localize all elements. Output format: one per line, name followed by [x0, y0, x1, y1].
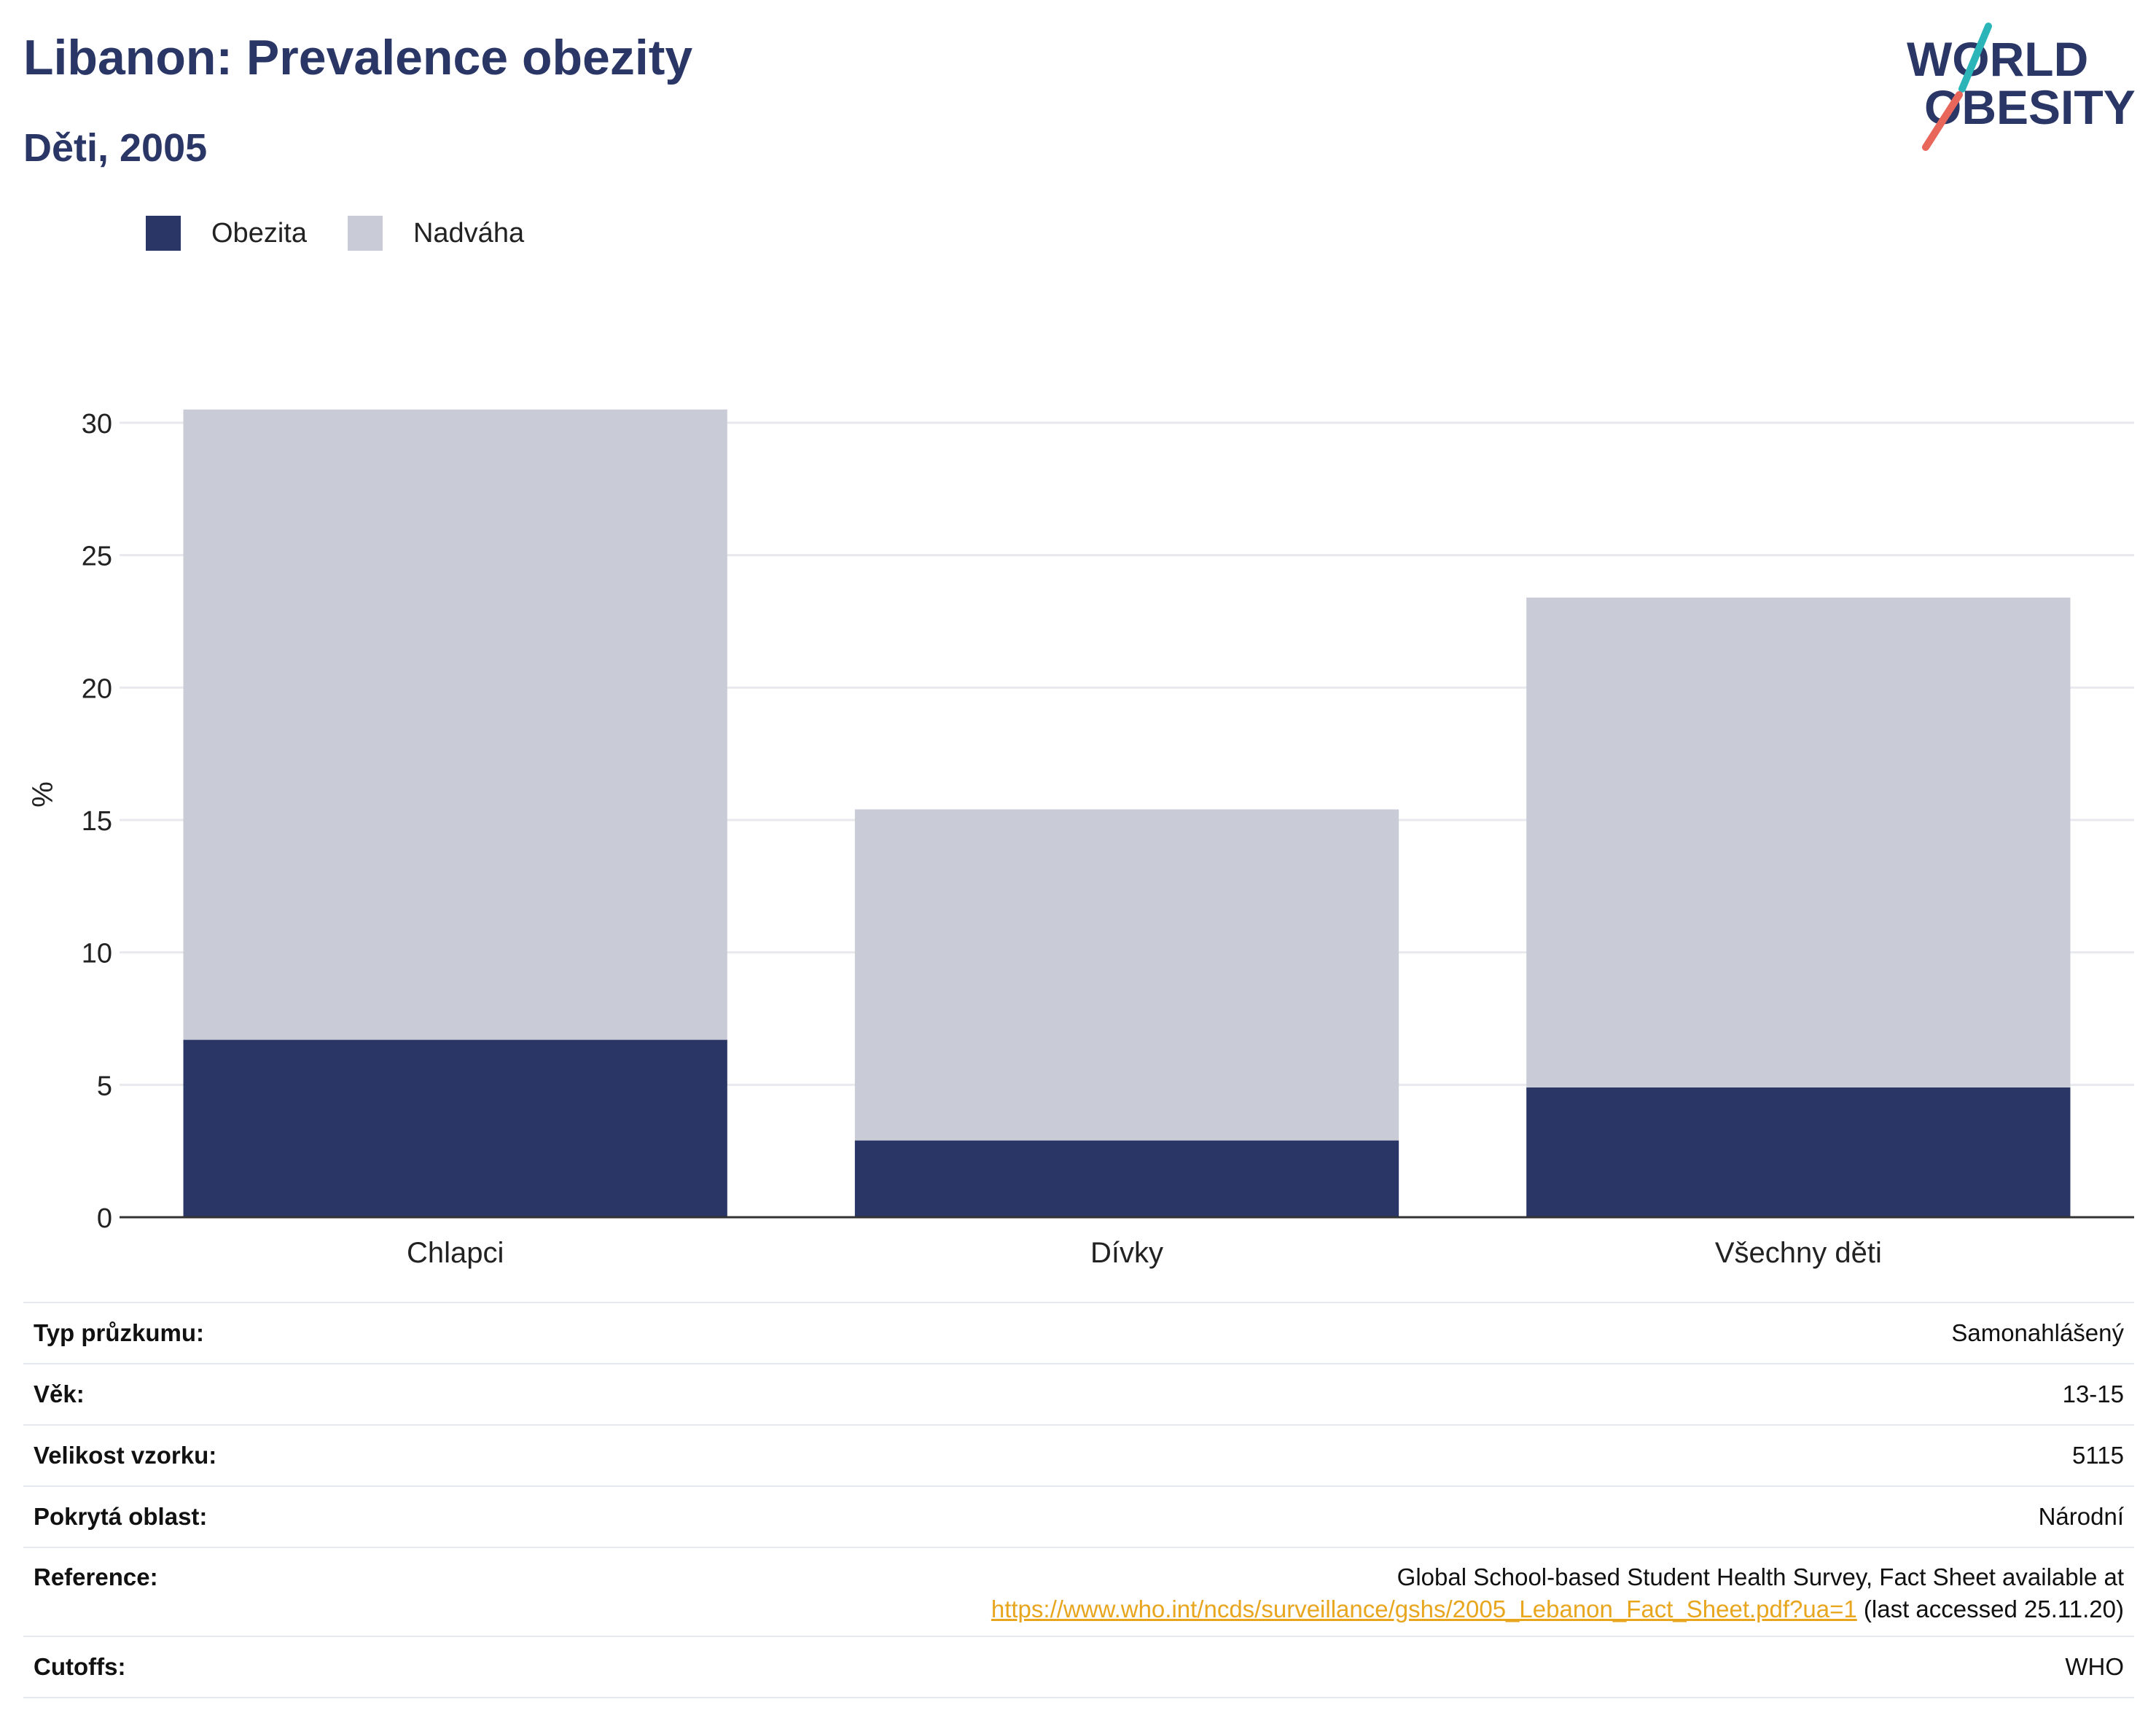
info-value: 13-15 — [340, 1363, 2134, 1425]
info-label: Velikost vzorku: — [23, 1424, 340, 1486]
bar-nadvaha[interactable] — [183, 409, 727, 1040]
bar-obezita[interactable] — [183, 1039, 727, 1217]
reference-text: Global School-based Student Health Surve… — [1397, 1563, 2124, 1590]
legend-label-nadvaha: Nadváha — [413, 217, 525, 249]
legend-item-obezita[interactable]: Obezita — [146, 216, 307, 251]
info-value: 5115 — [340, 1424, 2134, 1486]
y-tick-label: 15 — [82, 806, 112, 837]
info-row-reference: Reference: Global School-based Student H… — [23, 1547, 2134, 1636]
logo-line1: WORLD — [1907, 32, 2088, 86]
y-axis-label: % — [27, 781, 59, 808]
bar-obezita[interactable] — [1526, 1087, 2071, 1217]
info-value: Národní — [340, 1485, 2134, 1547]
x-tick-label: Všechny děti — [1715, 1237, 1882, 1269]
reference-link[interactable]: https://www.who.int/ncds/surveillance/gs… — [991, 1596, 1857, 1622]
legend-swatch-nadvaha — [347, 216, 383, 251]
axes: 0 5 10 15 20 25 30 Chlapci Dívky Všechny děti — [82, 409, 2134, 1269]
bar-obezita[interactable] — [854, 1140, 1399, 1217]
y-tick-label: 5 — [97, 1071, 112, 1101]
info-value: Samonahlášený — [340, 1302, 2134, 1364]
stacked-bar-chart: 0 5 10 15 20 25 30 Chlapci Dívky Všechny děti % — [27, 409, 2134, 1269]
bar-nadvaha[interactable] — [1526, 597, 2071, 1087]
reference-suffix: (last accessed 25.11.20) — [1856, 1596, 2124, 1622]
world-obesity-logo: WORLD OBESITY — [1907, 23, 2136, 151]
logo-slash-top — [1958, 23, 1992, 93]
info-value: WHO — [340, 1636, 2134, 1698]
legend-label-obezita: Obezita — [211, 217, 307, 249]
legend-item-nadvaha[interactable]: Nadváha — [347, 216, 525, 251]
bars — [183, 409, 2071, 1217]
survey-info-table: Typ průzkumu: Samonahlášený Věk: 13-15 V… — [23, 1302, 2134, 1698]
info-row-typ: Typ průzkumu: Samonahlášený — [23, 1302, 2134, 1364]
y-tick-label: 10 — [82, 939, 112, 969]
info-row-oblast: Pokrytá oblast: Národní — [23, 1485, 2134, 1547]
logo-slash-bottom — [1922, 91, 1963, 151]
info-label: Pokrytá oblast: — [23, 1485, 340, 1547]
info-label: Typ průzkumu: — [23, 1302, 340, 1364]
info-label: Cutoffs: — [23, 1636, 340, 1698]
y-tick-label: 0 — [97, 1203, 112, 1234]
info-row-cutoffs: Cutoffs: WHO — [23, 1636, 2134, 1698]
chart-title: Libanon: Prevalence obezity — [23, 30, 693, 85]
x-tick-label: Chlapci — [407, 1237, 504, 1269]
y-tick-label: 25 — [82, 542, 112, 572]
chart-legend: Obezita Nadváha — [146, 216, 565, 251]
info-row-velikost: Velikost vzorku: 5115 — [23, 1424, 2134, 1486]
info-row-vek: Věk: 13-15 — [23, 1363, 2134, 1425]
x-tick-label: Dívky — [1090, 1237, 1163, 1269]
info-label: Reference: — [23, 1547, 340, 1636]
info-label: Věk: — [23, 1363, 340, 1425]
bar-nadvaha[interactable] — [854, 809, 1399, 1141]
y-tick-label: 30 — [82, 409, 112, 440]
chart-subtitle: Děti, 2005 — [23, 126, 208, 170]
y-tick-label: 20 — [82, 673, 112, 704]
legend-swatch-obezita — [146, 216, 181, 251]
info-value-reference: Global School-based Student Health Surve… — [340, 1547, 2134, 1636]
